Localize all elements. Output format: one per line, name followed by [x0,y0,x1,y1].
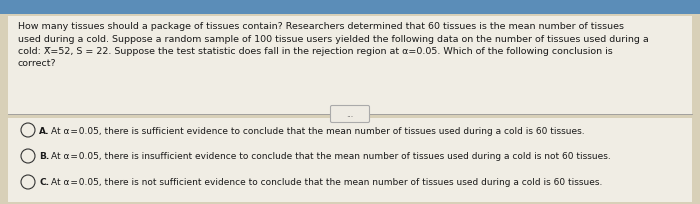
Text: C.: C. [39,178,49,187]
Text: At α = 0.05, there is sufficient evidence to conclude that the mean number of ti: At α = 0.05, there is sufficient evidenc… [51,126,584,135]
Text: At α = 0.05, there is not sufficient evidence to conclude that the mean number o: At α = 0.05, there is not sufficient evi… [51,178,603,187]
FancyBboxPatch shape [330,106,370,123]
Text: B.: B. [39,152,49,161]
Text: At α = 0.05, there is insufficient evidence to conclude that the mean number of : At α = 0.05, there is insufficient evide… [51,152,610,161]
FancyBboxPatch shape [8,17,692,114]
FancyBboxPatch shape [8,118,692,202]
FancyBboxPatch shape [0,0,700,15]
Text: A.: A. [39,126,50,135]
Text: ...: ... [346,110,354,119]
Text: How many tissues should a package of tissues contain? Researchers determined tha: How many tissues should a package of tis… [18,22,649,68]
